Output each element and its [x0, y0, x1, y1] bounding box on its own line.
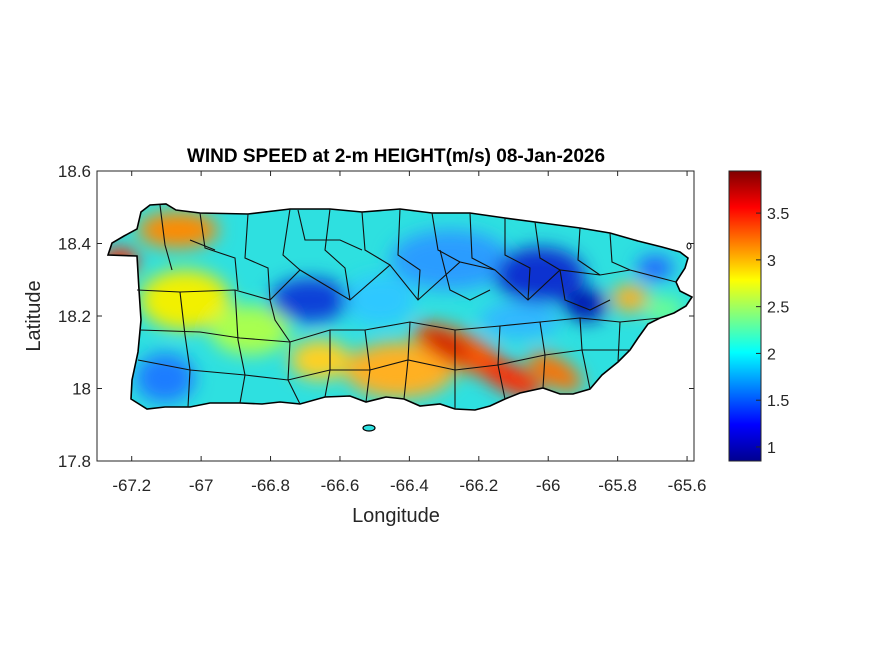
colorbar-tick-label: 2 — [767, 346, 776, 363]
colorbar-tick-label: 1.5 — [767, 393, 789, 410]
field-blob-southwest-blue — [135, 353, 195, 403]
field-blob-north-central-blue — [390, 230, 510, 290]
chart-title: WIND SPEED at 2-m HEIGHT(m/s) 08-Jan-202… — [187, 146, 605, 167]
y-tick-label: 18.6 — [58, 162, 91, 181]
field-blob-central-west-green — [210, 305, 290, 355]
colorbar-tick-label: 3 — [767, 253, 776, 270]
field-blob-east-coast-yellow — [612, 284, 648, 312]
y-tick-label: 18.4 — [58, 235, 91, 254]
field-blob-southeast-red — [477, 358, 543, 398]
colorbar-tick-label: 2.5 — [767, 300, 789, 317]
field-blob-southeast-orange — [528, 352, 582, 392]
municipal-boundaries — [136, 204, 677, 409]
field-blob-central-cyan — [345, 275, 415, 325]
y-tick-label: 17.8 — [58, 452, 91, 471]
x-tick-label: -66.8 — [251, 476, 290, 495]
x-tick-label: -66.2 — [459, 476, 498, 495]
x-tick-label: -66 — [536, 476, 561, 495]
colorbar-tick-label: 3.5 — [767, 206, 789, 223]
field-blob-south-central-yellow — [345, 342, 455, 398]
x-tick-label: -67.2 — [112, 476, 151, 495]
field-blob-northwest-high — [138, 212, 218, 248]
x-tick-label: -66.6 — [321, 476, 360, 495]
x-tick-label: -65.8 — [598, 476, 637, 495]
x-axis-label: Longitude — [352, 505, 440, 527]
y-tick-label: 18.2 — [58, 307, 91, 326]
x-tick-label: -65.6 — [668, 476, 707, 495]
field-blob-central-low — [270, 278, 350, 322]
colorbar-tick-label: 1 — [767, 440, 776, 457]
colorbar — [728, 170, 762, 462]
x-tick-label: -67 — [189, 476, 214, 495]
colorbar-ticks: 1 1.5 2 2.5 3 3.5 — [756, 206, 789, 457]
y-tick-label: 18 — [72, 380, 91, 399]
field-blob-south-yellow-west — [290, 340, 350, 380]
field-blob-central-blue — [480, 302, 560, 338]
field-blob-east-low — [563, 289, 607, 321]
field-blob-west-yellow — [140, 270, 230, 330]
y-axis-label: Latitude — [23, 280, 45, 351]
x-axis-ticks: -67.2 -67 -66.8 -66.6 -66.4 -66.2 -66 -65.8 -65.… — [112, 171, 706, 495]
island-caja-de-muertos — [362, 424, 376, 432]
field-blob-south-red-core — [419, 329, 471, 361]
x-tick-label: -66.4 — [390, 476, 429, 495]
y-axis-ticks: 17.8 18 18.2 18.4 18.6 — [58, 162, 694, 471]
